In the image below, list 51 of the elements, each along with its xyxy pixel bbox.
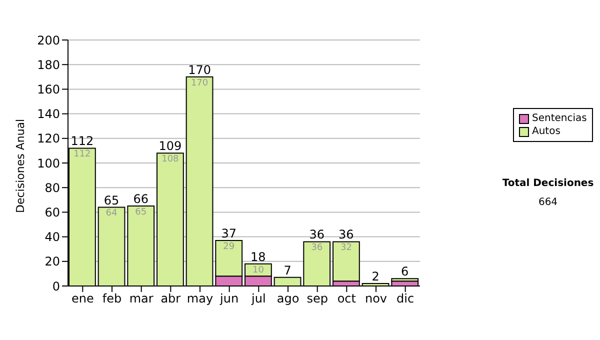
legend-label: Autos: [532, 125, 560, 138]
x-tick-label: dic: [396, 292, 414, 306]
total-label: 36: [309, 228, 325, 242]
y-tick-label: 200: [37, 33, 60, 48]
data-label: 29: [223, 242, 235, 252]
x-tick-label: sep: [306, 292, 328, 306]
text: Total Decisiones: [501, 178, 595, 189]
legend-label: Sentencias: [532, 112, 587, 125]
data-label: 65: [135, 207, 147, 218]
data-label: 170: [190, 78, 208, 88]
total-label: 18: [250, 250, 266, 264]
x-tick-label: jul: [250, 292, 266, 306]
y-tick-label: 20: [44, 254, 60, 269]
data-label: 32: [340, 243, 352, 254]
text: 664: [537, 197, 559, 208]
y-axis-title: Decisiones Anual: [14, 118, 27, 213]
y-tick-label: 100: [37, 156, 60, 170]
data-label: 10: [252, 265, 264, 276]
total-label: 7: [284, 263, 292, 278]
x-tick-label: mar: [129, 292, 154, 306]
y-tick-label: 80: [44, 180, 60, 195]
x-tick-label: feb: [102, 292, 122, 306]
data-label: 36: [311, 243, 323, 254]
y-tick-label: 180: [37, 58, 60, 72]
x-tick-label: abr: [160, 292, 181, 306]
total-label: 65: [104, 193, 120, 208]
x-tick-label: may: [186, 292, 214, 306]
y-tick-label: 160: [37, 82, 60, 96]
y-tick-label: 60: [44, 205, 60, 220]
total-label: 112: [70, 134, 94, 148]
x-tick-label: jun: [219, 292, 239, 306]
data-label: 112: [74, 150, 91, 160]
y-tick-label: 0: [52, 279, 60, 294]
total-label: 170: [188, 62, 211, 77]
total-label: 36: [338, 228, 354, 242]
y-tick-label: 140: [37, 107, 60, 122]
x-tick-label: ago: [276, 292, 300, 306]
total-label: 66: [133, 192, 149, 206]
total-label: 109: [158, 139, 182, 154]
bar: [391, 278, 419, 282]
total-label: 6: [401, 264, 409, 279]
y-tick-label: 120: [37, 132, 60, 146]
x-tick-label: nov: [364, 292, 388, 306]
x-tick-label: ene: [71, 292, 94, 306]
total-label: 37: [221, 226, 237, 240]
x-tick-label: oct: [337, 292, 356, 306]
total-label: 2: [372, 270, 380, 284]
data-label: 108: [162, 154, 180, 165]
bar: [332, 241, 360, 282]
data-label: 64: [106, 208, 118, 219]
y-tick-label: 40: [44, 230, 60, 244]
